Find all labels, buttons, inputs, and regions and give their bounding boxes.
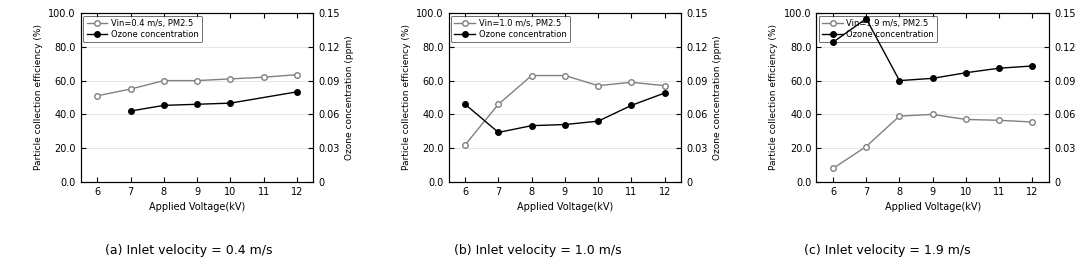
Line: Ozone concentration: Ozone concentration bbox=[128, 89, 299, 114]
Ozone concentration bbox=[492, 131, 505, 134]
Vin=0.4 m/s, PM2.5 bbox=[190, 79, 203, 82]
Ozone concentration bbox=[124, 109, 137, 113]
Legend: Vin=1.0 m/s, PM2.5, Ozone concentration: Vin=1.0 m/s, PM2.5, Ozone concentration bbox=[451, 16, 569, 42]
Ozone concentration bbox=[224, 102, 237, 105]
Line: Ozone concentration: Ozone concentration bbox=[463, 90, 667, 135]
Vin=1.9 m/s, PM2.5 bbox=[1027, 120, 1039, 124]
Ozone concentration bbox=[458, 103, 471, 106]
Ozone concentration bbox=[558, 123, 571, 126]
X-axis label: Applied Voltage(kV): Applied Voltage(kV) bbox=[516, 203, 613, 212]
Ozone concentration bbox=[157, 104, 170, 107]
Vin=1.0 m/s, PM2.5 bbox=[659, 84, 671, 87]
Vin=1.0 m/s, PM2.5 bbox=[525, 74, 538, 77]
Vin=0.4 m/s, PM2.5 bbox=[124, 87, 137, 90]
Vin=1.0 m/s, PM2.5 bbox=[458, 143, 471, 146]
Vin=1.9 m/s, PM2.5 bbox=[860, 145, 873, 148]
Y-axis label: Particle collection efficiency (%): Particle collection efficiency (%) bbox=[401, 24, 411, 171]
Vin=0.4 m/s, PM2.5 bbox=[224, 77, 237, 80]
X-axis label: Applied Voltage(kV): Applied Voltage(kV) bbox=[884, 203, 981, 212]
Ozone concentration bbox=[525, 124, 538, 127]
Ozone concentration bbox=[860, 17, 873, 20]
Line: Vin=1.9 m/s, PM2.5: Vin=1.9 m/s, PM2.5 bbox=[831, 112, 1035, 171]
Ozone concentration bbox=[291, 90, 303, 93]
X-axis label: Applied Voltage(kV): Applied Voltage(kV) bbox=[148, 203, 245, 212]
Vin=1.9 m/s, PM2.5 bbox=[826, 167, 839, 170]
Y-axis label: Ozone concentration (ppm): Ozone concentration (ppm) bbox=[345, 35, 354, 160]
Vin=0.4 m/s, PM2.5 bbox=[291, 73, 303, 76]
Ozone concentration bbox=[659, 92, 671, 95]
Vin=1.9 m/s, PM2.5 bbox=[893, 114, 906, 118]
Ozone concentration bbox=[190, 103, 203, 106]
Legend: Vin=1.9 m/s, PM2.5, Ozone concentration: Vin=1.9 m/s, PM2.5, Ozone concentration bbox=[819, 16, 937, 42]
Ozone concentration bbox=[1027, 64, 1039, 68]
Vin=1.9 m/s, PM2.5 bbox=[993, 119, 1006, 122]
Line: Vin=0.4 m/s, PM2.5: Vin=0.4 m/s, PM2.5 bbox=[95, 72, 299, 99]
Vin=0.4 m/s, PM2.5 bbox=[157, 79, 170, 82]
Line: Vin=1.0 m/s, PM2.5: Vin=1.0 m/s, PM2.5 bbox=[463, 73, 667, 148]
Ozone concentration bbox=[826, 41, 839, 44]
Ozone concentration bbox=[592, 120, 605, 123]
Ozone concentration bbox=[893, 79, 906, 82]
Legend: Vin=0.4 m/s, PM2.5, Ozone concentration: Vin=0.4 m/s, PM2.5, Ozone concentration bbox=[83, 16, 202, 42]
Vin=1.0 m/s, PM2.5 bbox=[592, 84, 605, 87]
Vin=1.0 m/s, PM2.5 bbox=[558, 74, 571, 77]
Vin=1.0 m/s, PM2.5 bbox=[625, 81, 638, 84]
Y-axis label: Particle collection efficiency (%): Particle collection efficiency (%) bbox=[769, 24, 778, 171]
Text: (c) Inlet velocity = 1.9 m/s: (c) Inlet velocity = 1.9 m/s bbox=[805, 244, 971, 257]
Ozone concentration bbox=[960, 71, 973, 74]
Y-axis label: Particle collection efficiency (%): Particle collection efficiency (%) bbox=[33, 24, 43, 171]
Text: (a) Inlet velocity = 0.4 m/s: (a) Inlet velocity = 0.4 m/s bbox=[104, 244, 272, 257]
Vin=1.9 m/s, PM2.5 bbox=[960, 118, 973, 121]
Ozone concentration bbox=[625, 104, 638, 107]
Ozone concentration bbox=[993, 67, 1006, 70]
Vin=0.4 m/s, PM2.5 bbox=[257, 76, 270, 79]
Vin=1.0 m/s, PM2.5 bbox=[492, 103, 505, 106]
Line: Ozone concentration: Ozone concentration bbox=[831, 16, 1035, 83]
Vin=0.4 m/s, PM2.5 bbox=[90, 94, 103, 97]
Y-axis label: Ozone concentration (ppm): Ozone concentration (ppm) bbox=[713, 35, 722, 160]
Vin=1.9 m/s, PM2.5 bbox=[926, 113, 939, 116]
Ozone concentration bbox=[926, 77, 939, 80]
Text: (b) Inlet velocity = 1.0 m/s: (b) Inlet velocity = 1.0 m/s bbox=[454, 244, 622, 257]
